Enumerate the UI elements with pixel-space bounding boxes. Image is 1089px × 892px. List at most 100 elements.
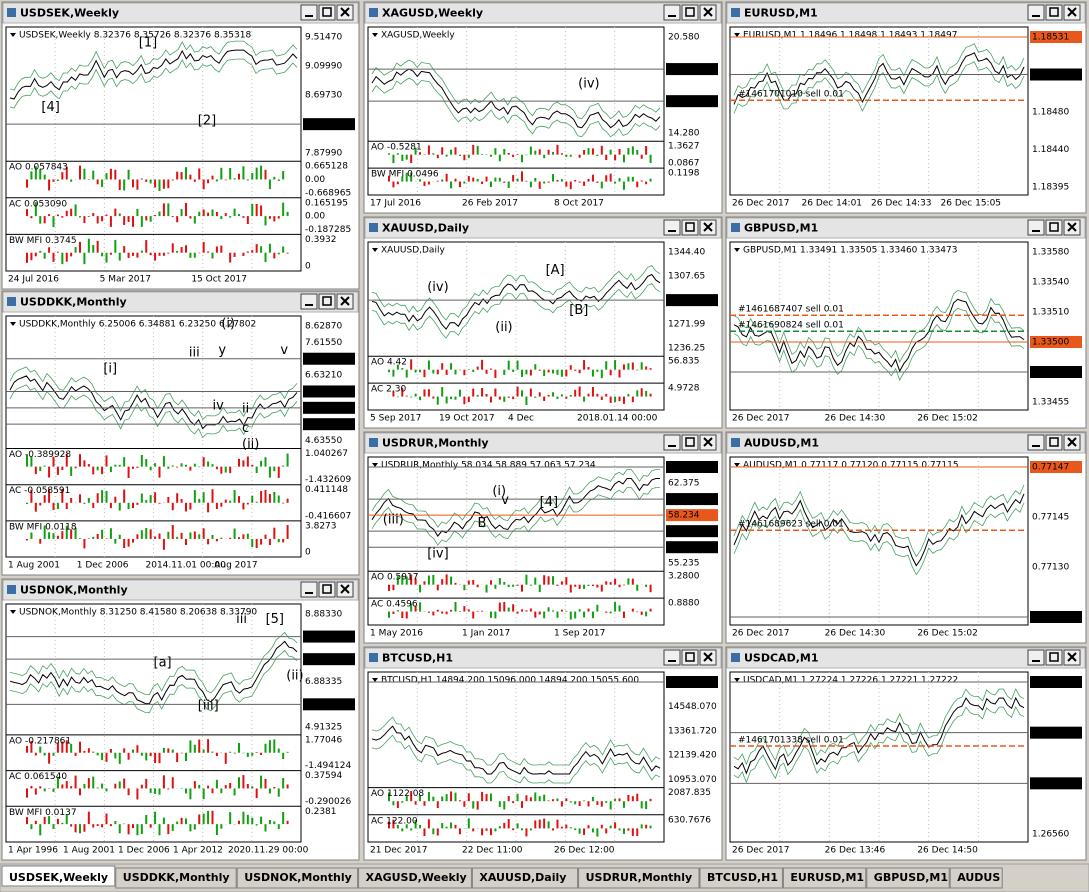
histogram-bar xyxy=(512,154,515,158)
minimize-button[interactable] xyxy=(663,4,681,21)
tab[interactable]: XAUUSD,Daily xyxy=(471,867,579,889)
histogram-bar xyxy=(43,816,46,825)
minimize-button[interactable] xyxy=(663,434,681,451)
maximize-button[interactable] xyxy=(1045,4,1063,21)
maximize-button[interactable] xyxy=(1045,434,1063,451)
histogram-bar xyxy=(220,502,223,507)
price-label: 1.18480 xyxy=(1032,108,1069,118)
maximize-button[interactable] xyxy=(681,649,699,666)
close-button[interactable] xyxy=(699,219,717,236)
indicator-label: AC 122.00 xyxy=(371,816,418,826)
time-label: 1 Aug 2001 xyxy=(8,561,60,571)
tab[interactable]: AUDUS xyxy=(949,867,1003,889)
histogram-bar xyxy=(101,529,104,539)
histogram-bar xyxy=(627,176,630,182)
order-label: #1461701010 sell 0.01 xyxy=(738,90,844,100)
time-label: 19 Oct 2017 xyxy=(439,414,495,424)
maximize-button[interactable] xyxy=(318,4,336,21)
minimize-button[interactable] xyxy=(1027,434,1045,451)
price-line xyxy=(9,375,298,430)
histogram-bar xyxy=(489,154,492,157)
maximize-button[interactable] xyxy=(1045,649,1063,666)
tab[interactable]: USDDKK,Monthly xyxy=(115,867,237,889)
close-button[interactable] xyxy=(336,293,354,310)
price-label: 0.77145 xyxy=(1032,513,1069,523)
price-marker xyxy=(303,352,355,365)
tab[interactable]: USDRUR,Monthly xyxy=(578,867,700,889)
tab-face xyxy=(578,867,700,889)
minimize-button[interactable] xyxy=(663,649,681,666)
close-button[interactable] xyxy=(1063,434,1081,451)
tab[interactable]: XAGUSD,Weekly xyxy=(358,867,472,889)
tab[interactable]: BTCUSD,H1 xyxy=(699,867,783,889)
close-button[interactable] xyxy=(699,4,717,21)
indicator-axis-label: 0.37594 xyxy=(305,771,342,781)
minimize-button[interactable] xyxy=(300,581,318,598)
histogram-bar xyxy=(207,461,210,467)
histogram-bar xyxy=(560,826,563,829)
minimize-button[interactable] xyxy=(1027,649,1045,666)
minimize-button[interactable] xyxy=(1027,4,1045,21)
info-arrow xyxy=(372,248,378,252)
price-label: 15055.600 xyxy=(668,678,717,688)
close-button[interactable] xyxy=(1063,219,1081,236)
maximize-button[interactable] xyxy=(681,434,699,451)
histogram-bar xyxy=(140,530,143,539)
histogram-bar xyxy=(432,828,435,835)
indicator-axis-label: 0.8880 xyxy=(668,599,700,609)
minimize-button[interactable] xyxy=(300,4,318,21)
close-button[interactable] xyxy=(336,581,354,598)
histogram-bar xyxy=(74,752,77,756)
close-button[interactable] xyxy=(336,4,354,21)
glyph xyxy=(703,7,713,17)
maximize-button[interactable] xyxy=(1045,219,1063,236)
tab[interactable]: USDSEK,Weekly xyxy=(1,865,116,887)
tab-face xyxy=(115,867,237,889)
histogram-bar xyxy=(264,252,267,263)
histogram-bar xyxy=(56,742,59,753)
wave-label: [iii] xyxy=(198,699,219,714)
close-button[interactable] xyxy=(699,434,717,451)
histogram-bar xyxy=(30,740,33,753)
time-label: 26 Dec 13:46 xyxy=(825,846,886,856)
glyph xyxy=(1049,437,1059,447)
minimize-button[interactable] xyxy=(663,219,681,236)
tab-label: XAGUSD,Weekly xyxy=(366,871,467,884)
maximize-button[interactable] xyxy=(318,581,336,598)
histogram-bar xyxy=(472,144,475,155)
histogram-bar xyxy=(189,824,192,832)
histogram-bar xyxy=(149,752,152,757)
close-button[interactable] xyxy=(1063,4,1081,21)
info-arrow xyxy=(10,610,16,614)
maximize-button[interactable] xyxy=(681,4,699,21)
histogram-bar xyxy=(92,824,95,828)
tab[interactable]: EURUSD,M1 xyxy=(782,867,867,889)
minimize-button[interactable] xyxy=(300,293,318,310)
histogram-bar xyxy=(198,498,201,503)
histogram-bar xyxy=(498,602,501,612)
tab[interactable]: USDNOK,Monthly xyxy=(236,867,359,889)
wave-label: (ii) xyxy=(495,320,512,335)
maximize-button[interactable] xyxy=(681,219,699,236)
band-line xyxy=(733,484,1025,558)
histogram-bar xyxy=(516,823,519,829)
tab[interactable]: GBPUSD,M1 xyxy=(866,867,950,889)
histogram-bar xyxy=(268,494,271,503)
indicator-label: AC 0.061540 xyxy=(9,772,67,782)
histogram-bar xyxy=(401,387,404,397)
maximize-button[interactable] xyxy=(318,293,336,310)
title-bar xyxy=(726,647,1086,669)
histogram-bar xyxy=(525,795,528,802)
close-button[interactable] xyxy=(1063,649,1081,666)
chart-window: EURUSD,M1 EURUSD,M1 1.18496 1.18498 1.184… xyxy=(725,1,1087,214)
close-button[interactable] xyxy=(699,649,717,666)
histogram-bar xyxy=(489,181,492,188)
histogram-bar xyxy=(207,810,210,825)
symbol-info: USDCAD,M1 1.27224 1.27226 1.27221 1.2722… xyxy=(743,676,958,686)
histogram-bar xyxy=(220,245,223,253)
time-label: 2020.11.29 00:00 xyxy=(228,846,309,856)
minimize-button[interactable] xyxy=(1027,219,1045,236)
histogram-bar xyxy=(441,363,444,370)
histogram-bar xyxy=(614,154,617,161)
histogram-bar xyxy=(61,741,64,753)
